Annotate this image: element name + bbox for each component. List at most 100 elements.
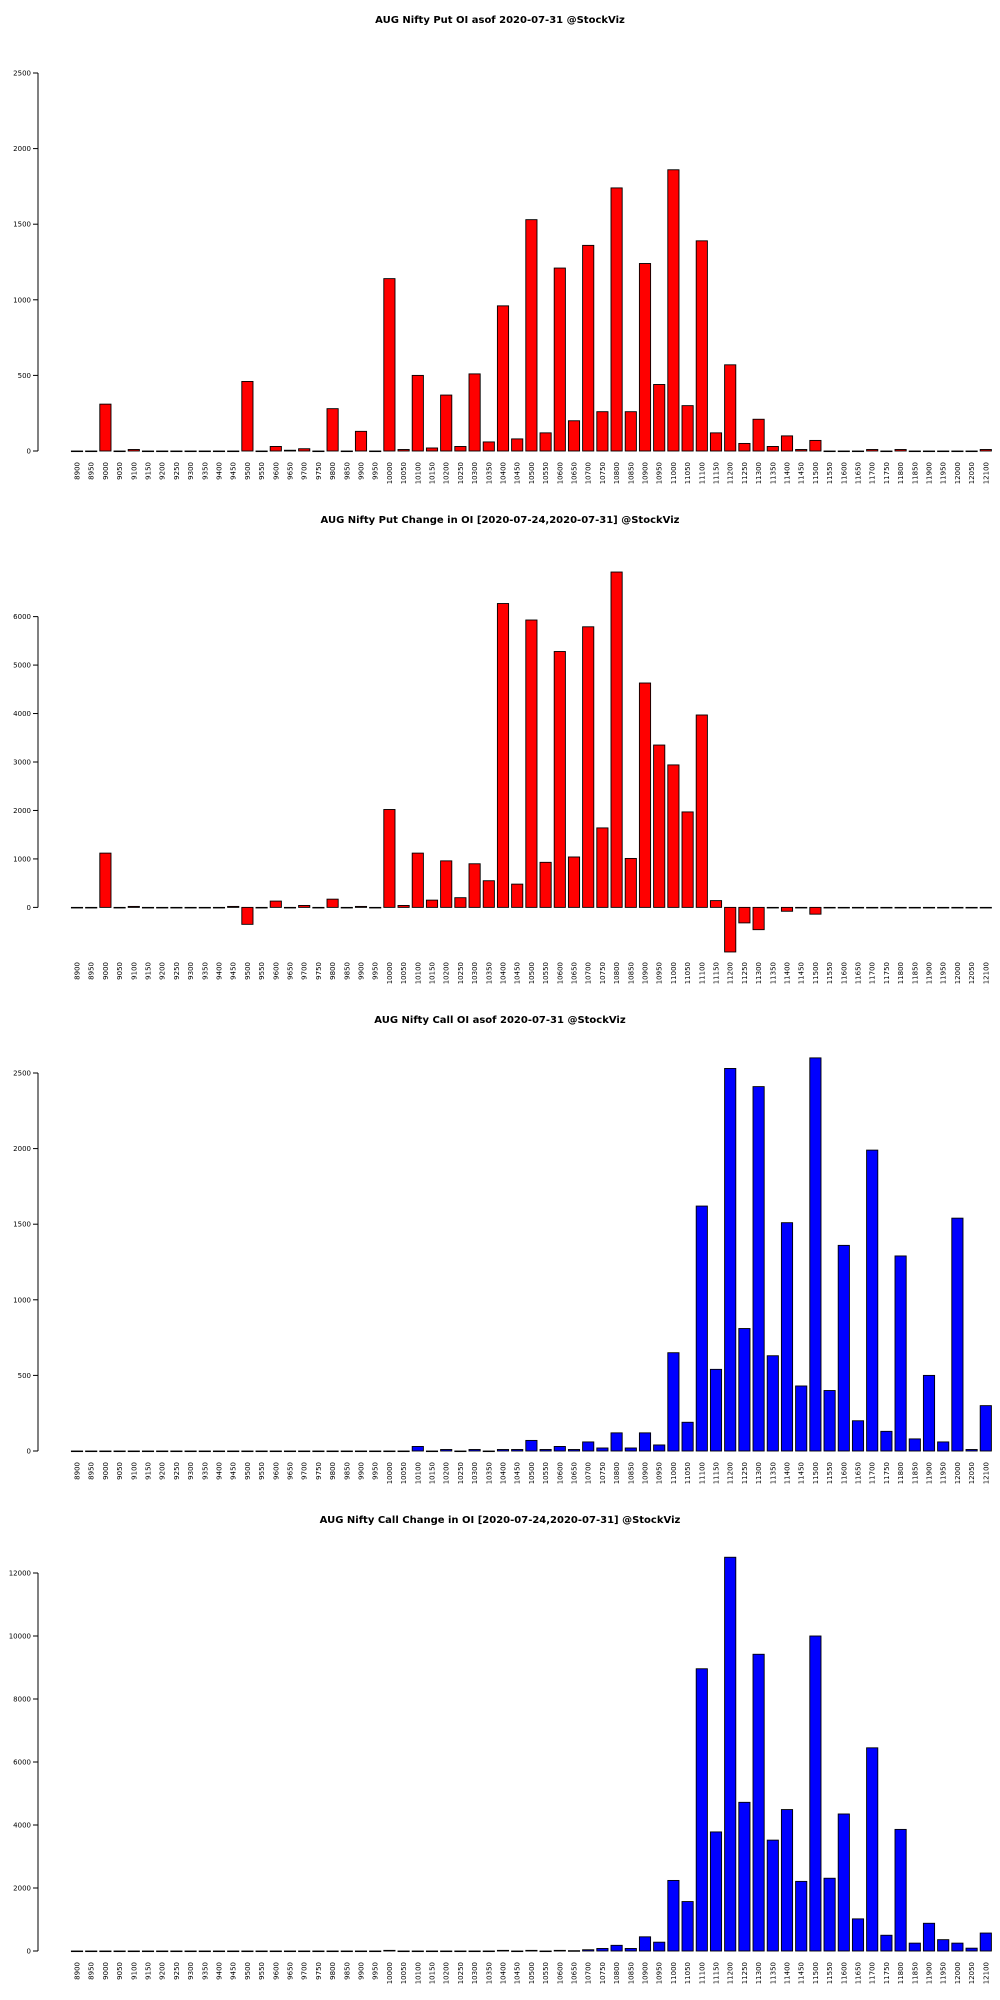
bar-9250 [170, 1950, 183, 1953]
x-tick-label: 10750 [599, 1962, 607, 1984]
x-tick-label: 11800 [897, 462, 905, 484]
x-tick-label: 10450 [514, 962, 522, 984]
x-tick-label: 11400 [784, 1462, 792, 1484]
y-tick-label: 2000 [13, 1145, 31, 1153]
bar-9800 [326, 408, 339, 452]
x-tick-label: 10150 [429, 962, 437, 984]
x-tick-label: 11850 [911, 462, 919, 484]
bar-10850 [624, 857, 637, 908]
x-tick-label: 11200 [727, 1462, 735, 1484]
x-tick-label: 11950 [940, 1962, 948, 1984]
x-tick-label: 11250 [741, 962, 749, 984]
y-tick-label: 0 [27, 448, 31, 456]
x-tick-label: 10950 [656, 1962, 664, 1984]
bar-12000 [951, 906, 964, 909]
bar-12100 [979, 906, 992, 909]
x-tick-label: 11250 [741, 1462, 749, 1484]
x-tick-label: 10300 [471, 1962, 479, 1984]
x-tick-label: 11650 [855, 462, 863, 484]
x-tick-label: 11750 [883, 1962, 891, 1984]
bar-11750 [880, 1430, 893, 1452]
bar-11200 [724, 364, 737, 452]
x-tick-label: 9850 [343, 462, 351, 480]
x-tick-label: 9550 [258, 1962, 266, 1980]
x-tick-label: 9350 [201, 962, 209, 980]
x-tick-label: 9250 [173, 1962, 181, 1980]
bar-10750 [596, 411, 609, 452]
bar-9100 [127, 905, 140, 908]
bar-10200 [440, 1950, 453, 1953]
bar-9300 [184, 450, 197, 453]
x-tick-label: 10050 [400, 1462, 408, 1484]
bar-11850 [908, 906, 921, 909]
bar-12100 [979, 449, 992, 452]
x-tick-label: 11050 [684, 462, 692, 484]
bar-10600 [553, 651, 566, 908]
x-tick-label: 9650 [287, 462, 295, 480]
x-tick-label: 9100 [130, 1962, 138, 1980]
x-tick-label: 9550 [258, 962, 266, 980]
bar-10950 [653, 1444, 666, 1452]
x-tick-label: 9600 [272, 1462, 280, 1480]
x-tick-label: 9400 [216, 462, 224, 480]
x-tick-label: 10050 [400, 962, 408, 984]
x-tick-label: 10850 [627, 962, 635, 984]
bar-9800 [326, 1950, 339, 1953]
x-tick-label: 11650 [855, 1462, 863, 1484]
bar-9400 [212, 1950, 226, 1953]
bar-10600 [553, 1949, 566, 1952]
x-tick-label: 10950 [656, 462, 664, 484]
bar-10800 [610, 571, 623, 908]
bar-10300 [468, 373, 481, 452]
bar-9300 [184, 1450, 197, 1453]
x-tick-label: 11900 [926, 962, 934, 984]
x-tick-label: 10850 [627, 1962, 635, 1984]
x-tick-label: 9400 [216, 962, 224, 980]
x-tick-label: 10900 [642, 1462, 650, 1484]
bar-10700 [582, 1949, 595, 1952]
x-tick-label: 10750 [599, 1462, 607, 1484]
bar-11900 [922, 906, 936, 909]
bar-11650 [851, 906, 865, 909]
x-tick-label: 9650 [287, 1962, 295, 1980]
bar-9650 [283, 449, 297, 452]
x-tick-label: 9400 [216, 1962, 224, 1980]
x-tick-label: 11800 [897, 1962, 905, 1984]
x-tick-label: 11900 [926, 1962, 934, 1984]
x-tick-label: 12100 [982, 1962, 990, 1984]
x-tick-label: 10000 [386, 1962, 394, 1984]
bar-10100 [411, 852, 424, 908]
bar-10100 [411, 1446, 424, 1452]
x-tick-label: 11350 [769, 1462, 777, 1484]
x-tick-label: 12050 [968, 462, 976, 484]
x-tick-label: 8950 [88, 1962, 96, 1980]
bar-10750 [596, 827, 609, 908]
x-tick-label: 9050 [116, 962, 124, 980]
x-tick-label: 11950 [940, 962, 948, 984]
y-tick-label: 1000 [13, 855, 31, 863]
x-tick-label: 9450 [230, 1962, 238, 1980]
bar-9900 [354, 905, 368, 908]
bar-11400 [780, 906, 794, 912]
x-tick-label: 9550 [258, 462, 266, 480]
bar-11300 [752, 1653, 765, 1952]
bar-11650 [851, 1918, 865, 1952]
bar-9500 [241, 381, 254, 452]
x-tick-label: 10850 [627, 462, 635, 484]
bar-9950 [369, 906, 382, 909]
bar-10250 [454, 446, 467, 452]
x-tick-label: 12000 [954, 962, 962, 984]
x-tick-label: 8900 [74, 962, 82, 980]
x-tick-label: 9800 [329, 1462, 337, 1480]
bar-9250 [170, 906, 183, 909]
x-tick-label: 10100 [414, 962, 422, 984]
x-tick-label: 11700 [869, 1962, 877, 1984]
put-oi-change-panel: AUG Nifty Put Change in OI [2020-07-24,2… [0, 500, 1000, 1000]
x-tick-label: 9450 [230, 962, 238, 980]
x-tick-label: 12000 [954, 1462, 962, 1484]
x-tick-label: 12100 [982, 962, 990, 984]
y-tick-label: 6000 [13, 613, 31, 621]
x-tick-label: 9500 [244, 1462, 252, 1480]
bar-11700 [866, 1149, 879, 1452]
x-tick-label: 9050 [116, 1962, 124, 1980]
